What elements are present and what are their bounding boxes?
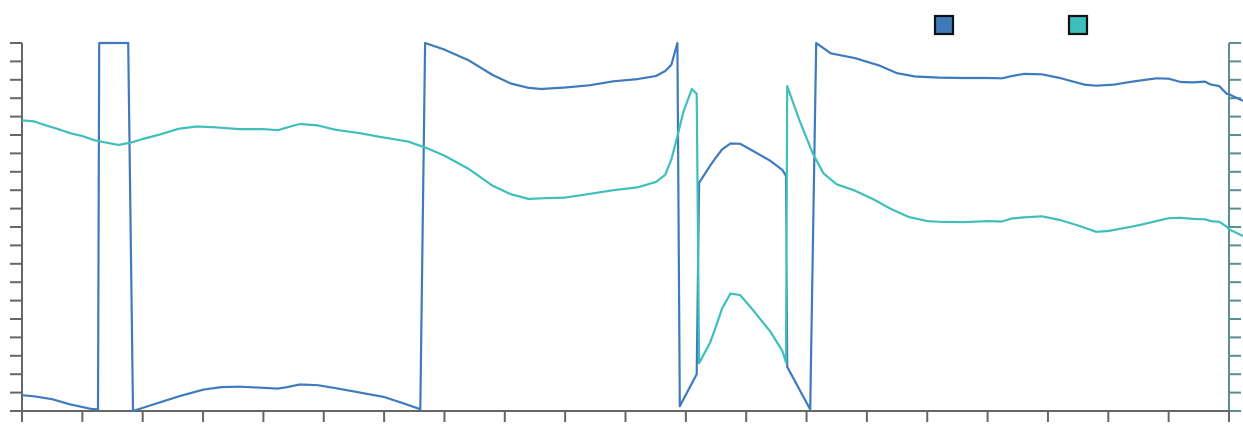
legend-swatch-1 (933, 14, 955, 36)
series-layer (21, 41, 1243, 413)
series-line-2 (21, 85, 1243, 365)
legend (933, 14, 1089, 36)
axes-layer (10, 42, 1241, 422)
legend-swatch-2 (1067, 14, 1089, 36)
series-line-1 (21, 41, 1243, 413)
